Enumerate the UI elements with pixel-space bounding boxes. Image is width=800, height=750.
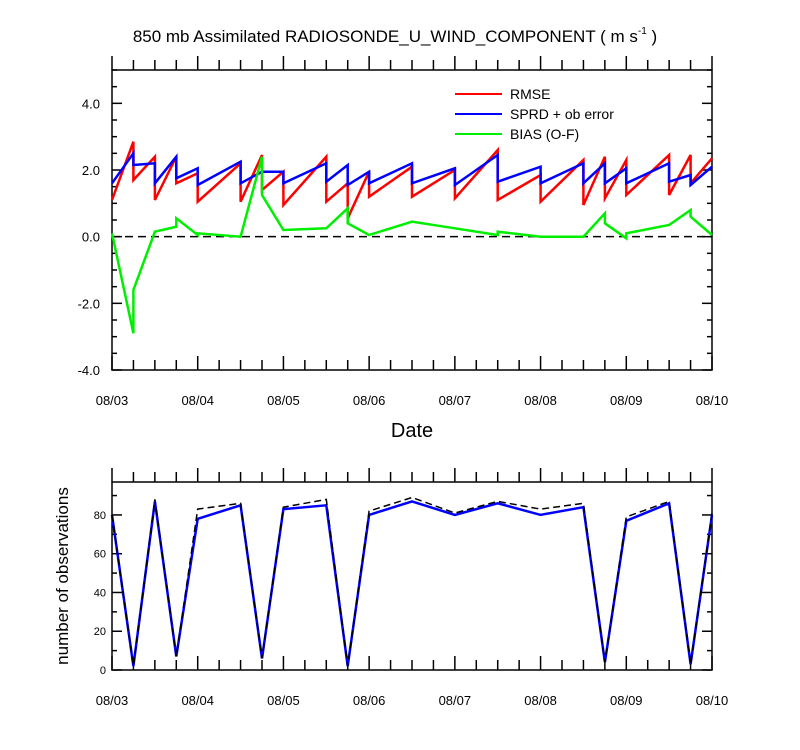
- y-tick-label: 60: [94, 549, 106, 561]
- x-tick-label: 08/09: [610, 693, 643, 708]
- legend-label: BIAS (O-F): [510, 126, 579, 142]
- y-tick-label: 4.0: [82, 96, 100, 111]
- x-tick-label: 08/08: [524, 693, 557, 708]
- top-title-suffix: ): [647, 27, 657, 46]
- x-tick-label: 08/05: [267, 393, 300, 408]
- y-tick-label: -2.0: [78, 296, 100, 311]
- legend: RMSE SPRD + ob error BIAS (O-F): [455, 86, 614, 142]
- top-series-group: [110, 141, 713, 334]
- top-y-axis: -4.0 -2.0 0.0 2.0 4.0: [78, 69, 712, 378]
- x-tick-label: 08/03: [96, 393, 129, 408]
- top-x-axis-title: Date: [391, 420, 433, 442]
- y-tick-label: 0.0: [82, 230, 100, 245]
- x-tick-label: 08/07: [439, 393, 472, 408]
- top-title: 850 mb Assimilated RADIOSONDE_U_WIND_COM…: [133, 26, 657, 46]
- x-tick-label: 08/06: [353, 393, 386, 408]
- bottom-x-axis: 08/03 08/04 08/05 08/06 08/07 08/08 08/09 08/10: [96, 468, 729, 708]
- bottom-y-axis-title: number of observations: [53, 487, 72, 665]
- bottom-series-group: [110, 496, 714, 667]
- series-line-2: [110, 156, 713, 334]
- bottom-plot-frame: [111, 481, 713, 671]
- obs-series-line-0: [110, 500, 714, 667]
- top-plot-frame: [111, 69, 713, 371]
- series-line-1: [110, 149, 713, 188]
- x-tick-label: 08/07: [439, 693, 472, 708]
- y-tick-label: 40: [94, 587, 106, 599]
- x-tick-label: 08/04: [181, 393, 214, 408]
- x-tick-label: 08/05: [267, 693, 300, 708]
- y-tick-label: -4.0: [78, 363, 100, 378]
- x-tick-label: 08/03: [96, 693, 129, 708]
- top-x-axis: 08/03 08/04 08/05 08/06 08/07 08/08 08/09 08/10: [96, 56, 729, 408]
- y-tick-label: 80: [94, 510, 106, 522]
- x-tick-label: 08/09: [610, 393, 643, 408]
- top-panel: 850 mb Assimilated RADIOSONDE_U_WIND_COM…: [78, 26, 729, 442]
- x-tick-label: 08/10: [696, 393, 729, 408]
- y-tick-label: 0: [100, 665, 106, 677]
- y-tick-label: 20: [94, 626, 106, 638]
- top-title-sup: -1: [638, 26, 647, 37]
- x-tick-label: 08/08: [524, 393, 557, 408]
- legend-label: RMSE: [510, 86, 550, 102]
- legend-label: SPRD + ob error: [510, 106, 614, 122]
- x-tick-label: 08/10: [696, 693, 729, 708]
- y-tick-label: 2.0: [82, 163, 100, 178]
- obs-series-line-1: [111, 496, 713, 667]
- bottom-panel: 0 20 40 60 80 08/03 08/04 08/05 08/06 08/07 08/08…: [53, 468, 728, 708]
- top-title-main: 850 mb Assimilated RADIOSONDE_U_WIND_COM…: [133, 27, 638, 46]
- x-tick-label: 08/04: [181, 693, 214, 708]
- x-tick-label: 08/06: [353, 693, 386, 708]
